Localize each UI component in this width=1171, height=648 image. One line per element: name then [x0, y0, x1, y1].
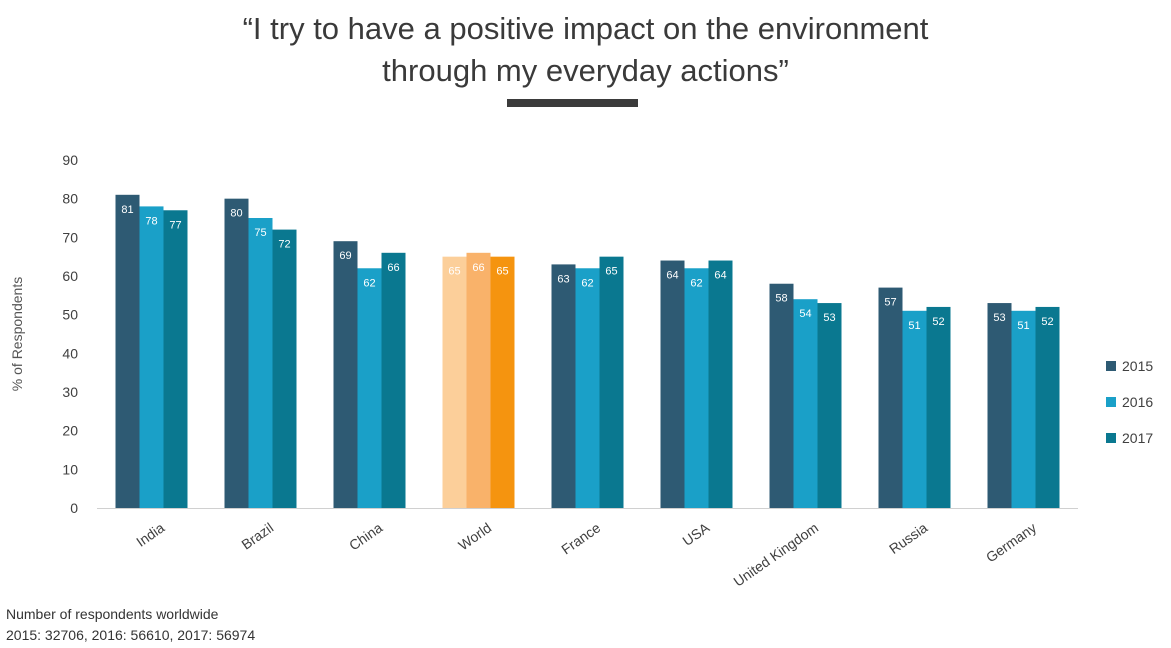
bar — [442, 256, 467, 508]
bar — [115, 194, 140, 509]
bar-value-label: 64 — [714, 270, 726, 282]
bar — [926, 306, 951, 508]
bar-value-label: 69 — [339, 250, 351, 262]
y-tick-label: 90 — [62, 152, 78, 168]
bar — [987, 303, 1012, 508]
bar — [333, 241, 358, 508]
y-tick-label: 30 — [62, 384, 78, 400]
legend-swatch — [1106, 361, 1116, 371]
respondents-note: Number of respondents worldwide 2015: 32… — [6, 604, 255, 646]
bar-value-label: 64 — [666, 270, 678, 282]
y-tick-label: 60 — [62, 268, 78, 284]
legend-label: 2016 — [1122, 394, 1153, 410]
bar-value-label: 66 — [472, 262, 484, 274]
bar-value-label: 63 — [557, 273, 569, 285]
y-tick-label: 50 — [62, 307, 78, 323]
bar — [1035, 306, 1060, 508]
bar — [878, 287, 903, 508]
bar-value-label: 81 — [121, 204, 133, 216]
bar — [381, 252, 406, 508]
bar — [684, 268, 709, 508]
bar-value-label: 80 — [230, 208, 242, 220]
x-tick-label: World — [455, 519, 494, 553]
bar-value-label: 51 — [908, 320, 920, 332]
bar-value-label: 65 — [496, 266, 508, 278]
y-tick-label: 0 — [70, 500, 78, 516]
x-tick-label: USA — [679, 519, 712, 549]
bar-value-label: 65 — [605, 266, 617, 278]
bar-value-label: 53 — [823, 312, 835, 324]
x-tick-label: India — [133, 519, 167, 550]
bar — [708, 260, 733, 508]
y-tick-label: 20 — [62, 423, 78, 439]
bar-value-label: 58 — [775, 293, 787, 305]
y-tick-label: 40 — [62, 345, 78, 361]
x-tick-label: United Kingdom — [730, 519, 821, 589]
bar — [248, 218, 273, 508]
x-tick-label: Russia — [886, 519, 930, 557]
bar — [599, 256, 624, 508]
legend-label: 2015 — [1122, 358, 1153, 374]
bar-value-label: 62 — [690, 277, 702, 289]
bar-value-label: 66 — [387, 262, 399, 274]
y-tick-label: 10 — [62, 461, 78, 477]
bar-value-label: 54 — [799, 308, 811, 320]
bar — [1011, 310, 1036, 508]
bar — [272, 229, 297, 508]
bar — [902, 310, 927, 508]
x-tick-label: Brazil — [238, 519, 276, 552]
bar-value-label: 57 — [884, 297, 896, 309]
legend-swatch — [1106, 397, 1116, 407]
title-line-2: through my everyday actions” — [382, 53, 789, 88]
bar — [490, 256, 515, 508]
x-tick-label: China — [346, 519, 385, 553]
bar — [660, 260, 685, 508]
bar — [769, 283, 794, 508]
bar — [551, 264, 576, 508]
bar-value-label: 52 — [932, 316, 944, 328]
chart-title: “I try to have a positive impact on the … — [0, 8, 1171, 92]
bar — [139, 206, 164, 508]
x-tick-label: France — [558, 519, 603, 557]
bar-value-label: 65 — [448, 266, 460, 278]
bar-value-label: 78 — [145, 215, 157, 227]
y-tick-label: 70 — [62, 229, 78, 245]
bar-value-label: 52 — [1041, 316, 1053, 328]
bar-value-label: 62 — [581, 277, 593, 289]
bar-value-label: 62 — [363, 277, 375, 289]
bar — [575, 268, 600, 508]
bar — [163, 210, 188, 508]
legend-label: 2017 — [1122, 430, 1153, 446]
y-tick-label: 80 — [62, 191, 78, 207]
note-line-2: 2015: 32706, 2016: 56610, 2017: 56974 — [6, 627, 256, 643]
x-tick-label: Germany — [983, 519, 1039, 565]
bar — [466, 252, 491, 508]
bar — [357, 268, 382, 508]
bar-value-label: 77 — [169, 219, 181, 231]
bar-value-label: 53 — [993, 312, 1005, 324]
bar-value-label: 75 — [254, 227, 266, 239]
bar-value-label: 51 — [1017, 320, 1029, 332]
y-axis-title: % of Respondents — [9, 277, 25, 391]
bar — [793, 299, 818, 508]
bar — [224, 198, 249, 508]
title-line-1: “I try to have a positive impact on the … — [242, 11, 929, 46]
title-underline — [507, 99, 638, 107]
bar-value-label: 72 — [278, 239, 290, 251]
legend-swatch — [1106, 433, 1116, 443]
note-line-1: Number of respondents worldwide — [6, 606, 219, 622]
bar — [817, 303, 842, 508]
